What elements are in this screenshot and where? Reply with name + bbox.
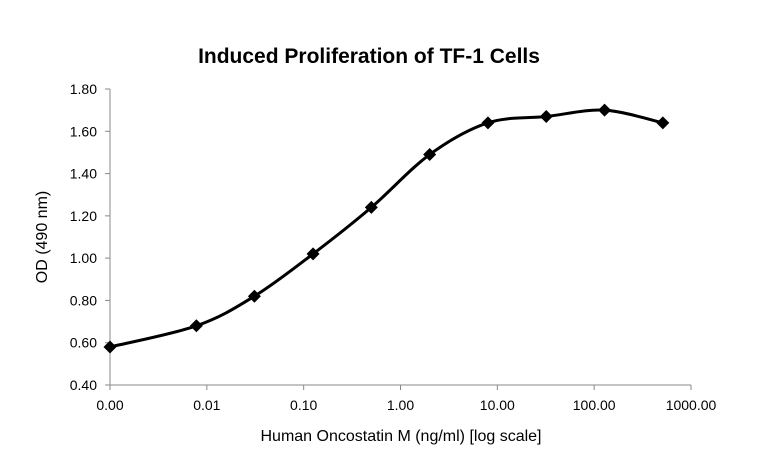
x-tick-label: 0.10 — [290, 397, 317, 413]
y-tick-label: 0.80 — [70, 292, 97, 308]
y-tick-label: 1.80 — [70, 81, 97, 97]
data-point — [364, 200, 378, 214]
data-point — [306, 247, 320, 261]
y-tick-label: 1.20 — [70, 208, 97, 224]
x-ticks: 0.00 0.01 0.10 1.00 10.00 100.00 1000.00 — [96, 385, 717, 413]
x-tick-label: 1.00 — [387, 397, 414, 413]
x-tick-label: 0.01 — [193, 397, 220, 413]
y-tick-label: 0.60 — [70, 335, 97, 351]
y-tick-label: 1.40 — [70, 166, 97, 182]
data-point — [481, 116, 495, 130]
data-point — [423, 148, 437, 162]
data-point — [598, 103, 612, 117]
x-tick-label: 10.00 — [480, 397, 515, 413]
x-tick-label: 1000.00 — [666, 397, 717, 413]
y-tick-label: 0.40 — [70, 377, 97, 393]
series-line — [108, 108, 665, 349]
y-tick-label: 1.60 — [70, 123, 97, 139]
x-tick-label: 100.00 — [573, 397, 616, 413]
data-point — [247, 289, 261, 303]
y-tick-label: 1.00 — [70, 250, 97, 266]
data-point — [103, 340, 117, 354]
data-point — [539, 109, 553, 123]
data-point — [656, 116, 670, 130]
x-axis-label: Human Oncostatin M (ng/ml) [log scale] — [261, 428, 542, 445]
y-ticks: 0.40 0.60 0.80 1.00 1.20 1.40 1.60 1.80 — [70, 81, 110, 393]
chart-title: Induced Proliferation of TF-1 Cells — [198, 45, 540, 68]
series — [103, 103, 670, 354]
y-axis-label: OD (490 nm) — [34, 191, 51, 283]
data-point — [189, 319, 203, 333]
x-tick-label: 0.00 — [96, 397, 123, 413]
